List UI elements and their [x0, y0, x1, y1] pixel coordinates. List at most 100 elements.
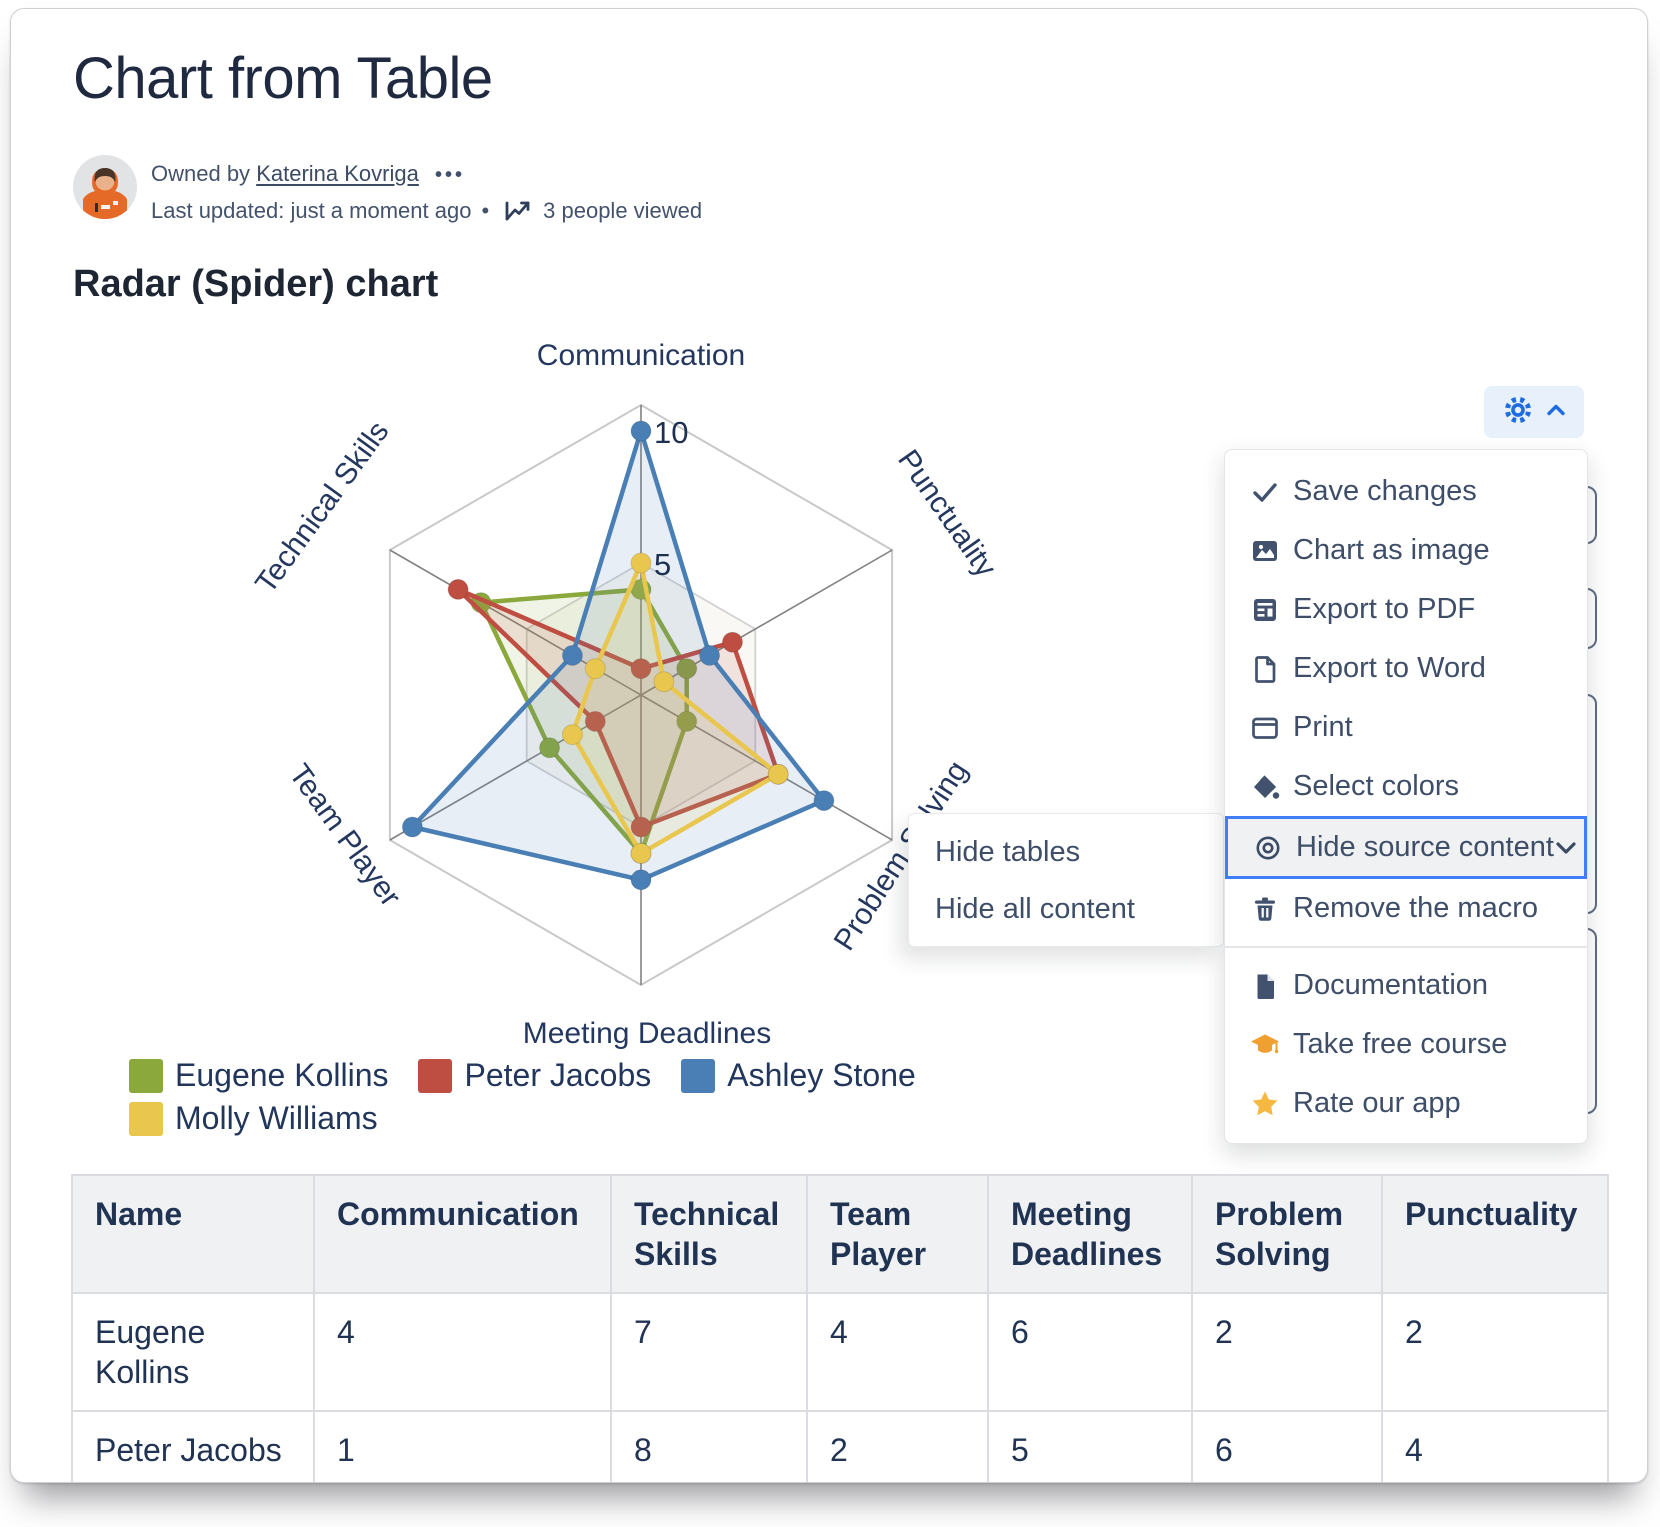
- series-point: [630, 816, 652, 838]
- menu-item-label: Hide source content: [1296, 831, 1554, 863]
- menu-item-label: Export to PDF: [1293, 593, 1476, 625]
- menu-item-export-to-pdf[interactable]: Export to PDF: [1225, 580, 1587, 639]
- table-cell: 5: [987, 1410, 1193, 1482]
- radar-chart-wrap: 10 5 Communication Punctuality Problem Solvi…: [191, 321, 1131, 1061]
- axis-label-punctuality: Punctuality: [891, 444, 1002, 583]
- legend-swatch: [418, 1058, 453, 1093]
- series-point: [630, 552, 652, 574]
- table-header-cell: Problem Solving: [1191, 1174, 1383, 1294]
- legend-swatch: [681, 1058, 716, 1093]
- menu-item-rate-our-app[interactable]: Rate our app: [1225, 1074, 1587, 1133]
- table-cell: 4: [806, 1292, 989, 1412]
- table-header-cell: Name: [71, 1174, 315, 1294]
- chart-legend: Eugene Kollins Peter Jacobs Ashley Stone Mo…: [129, 1057, 1049, 1137]
- menu-item-save-changes[interactable]: Save changes: [1225, 462, 1587, 521]
- axis-label-communication: Communication: [537, 339, 745, 372]
- menu-item-print[interactable]: Print: [1225, 698, 1587, 757]
- table-cell: 2: [806, 1410, 989, 1482]
- graduation-cap-icon: [1249, 1029, 1281, 1061]
- menu-item-hide-source-content[interactable]: Hide source content: [1225, 816, 1587, 879]
- table-cell-name: Peter Jacobs: [71, 1410, 315, 1482]
- trend-chart-icon: [503, 196, 533, 226]
- legend-item-ashley-stone[interactable]: Ashley Stone: [681, 1057, 916, 1094]
- series-point: [813, 790, 835, 812]
- table-row: Eugene Kollins 4 7 4 6 2 2: [71, 1292, 1609, 1412]
- owned-by-label: Owned by: [151, 161, 251, 186]
- table-cell: 1: [313, 1410, 612, 1482]
- series-point: [676, 658, 698, 680]
- menu-item-take-free-course[interactable]: Take free course: [1225, 1015, 1587, 1074]
- page-title: Chart from Table: [73, 46, 493, 111]
- series-point: [767, 763, 789, 785]
- series-point: [721, 631, 743, 653]
- menu-item-label: Documentation: [1293, 969, 1489, 1001]
- submenu-item-hide-tables[interactable]: Hide tables: [935, 836, 1081, 868]
- gear-icon: [1502, 394, 1534, 431]
- series-point: [561, 644, 583, 666]
- menu-item-remove-the-macro[interactable]: Remove the macro: [1225, 879, 1587, 938]
- tick-label: 5: [654, 547, 671, 582]
- series-point: [584, 658, 606, 680]
- table-header-cell: Meeting Deadlines: [987, 1174, 1193, 1294]
- series-point: [539, 737, 561, 759]
- submenu-item-hide-all-content[interactable]: Hide all content: [935, 893, 1135, 925]
- document-icon: [1249, 970, 1281, 1002]
- legend-swatch: [129, 1058, 163, 1093]
- chart-settings-menu: Save changes Chart as image Export to PDF E…: [1224, 449, 1588, 1144]
- legend-item-eugene-kollins[interactable]: Eugene Kollins: [129, 1057, 388, 1094]
- series-point: [447, 578, 469, 600]
- menu-item-export-to-word[interactable]: Export to Word: [1225, 639, 1587, 698]
- table-header-cell: Technical Skills: [610, 1174, 808, 1294]
- table-cell: 6: [1191, 1410, 1383, 1482]
- series-point: [630, 842, 652, 864]
- image-icon: [1249, 535, 1281, 567]
- menu-item-chart-as-image[interactable]: Chart as image: [1225, 521, 1587, 580]
- table-cell: 4: [313, 1292, 612, 1412]
- table-body: Eugene Kollins 4 7 4 6 2 2 Peter Jacobs 1 8 2 5 6 4: [71, 1292, 1609, 1482]
- dot-separator: •: [481, 198, 490, 223]
- legend-item-molly-williams[interactable]: Molly Williams: [129, 1100, 378, 1137]
- menu-item-select-colors[interactable]: Select colors: [1225, 757, 1587, 816]
- hide-source-content-submenu: Hide tables Hide all content: [908, 813, 1224, 947]
- table-row: Peter Jacobs 1 8 2 5 6 4: [71, 1410, 1609, 1482]
- trash-icon: [1249, 893, 1281, 925]
- series-point: [401, 816, 423, 838]
- menu-item-label: Chart as image: [1293, 534, 1490, 566]
- menu-item-label: Save changes: [1293, 475, 1477, 507]
- eye-icon: [1252, 832, 1284, 864]
- series-point: [653, 671, 675, 693]
- owner-link[interactable]: Katerina Kovriga: [256, 161, 419, 186]
- series-point: [630, 869, 652, 891]
- table-cell: 2: [1191, 1292, 1383, 1412]
- legend-label: Eugene Kollins: [175, 1057, 389, 1093]
- series-point: [630, 658, 652, 680]
- byline-row-owner: Owned by Katerina Kovriga •••: [151, 156, 702, 193]
- legend-label: Peter Jacobs: [464, 1057, 652, 1093]
- menu-item-label: Rate our app: [1293, 1087, 1461, 1119]
- series-point: [561, 724, 583, 746]
- chevron-up-icon: [1546, 403, 1566, 422]
- series-point: [630, 420, 652, 442]
- legend-item-peter-jacobs[interactable]: Peter Jacobs: [418, 1057, 651, 1094]
- table-cell: 4: [1381, 1410, 1609, 1482]
- select-colors-icon: [1249, 771, 1281, 803]
- axis-label-team-player: Team Player: [282, 758, 407, 912]
- series-point: [676, 710, 698, 732]
- chart-settings-gear-button[interactable]: [1484, 386, 1584, 438]
- table-header-cell: Punctuality: [1381, 1174, 1609, 1294]
- menu-item-documentation[interactable]: Documentation: [1225, 956, 1587, 1015]
- export-pdf-icon: [1249, 594, 1281, 626]
- legend-label: Ashley Stone: [727, 1057, 916, 1093]
- table-cell: 6: [987, 1292, 1193, 1412]
- avatar[interactable]: [73, 155, 137, 219]
- tick-label: 10: [654, 415, 688, 450]
- byline-row-updated: Last updated: just a moment ago • 3 peop…: [151, 193, 702, 228]
- table-cell: 8: [610, 1410, 808, 1482]
- menu-item-label: Select colors: [1293, 770, 1460, 802]
- chevron-down-icon: [1554, 840, 1578, 856]
- axis-label-meeting-deadlines: Meeting Deadlines: [523, 1017, 771, 1050]
- axis-label-technical-skills: Technical Skills: [249, 415, 395, 599]
- more-actions-kebab-icon[interactable]: •••: [434, 164, 465, 186]
- page-card: Chart from Table Owned by Katerina Kovri…: [10, 8, 1648, 1483]
